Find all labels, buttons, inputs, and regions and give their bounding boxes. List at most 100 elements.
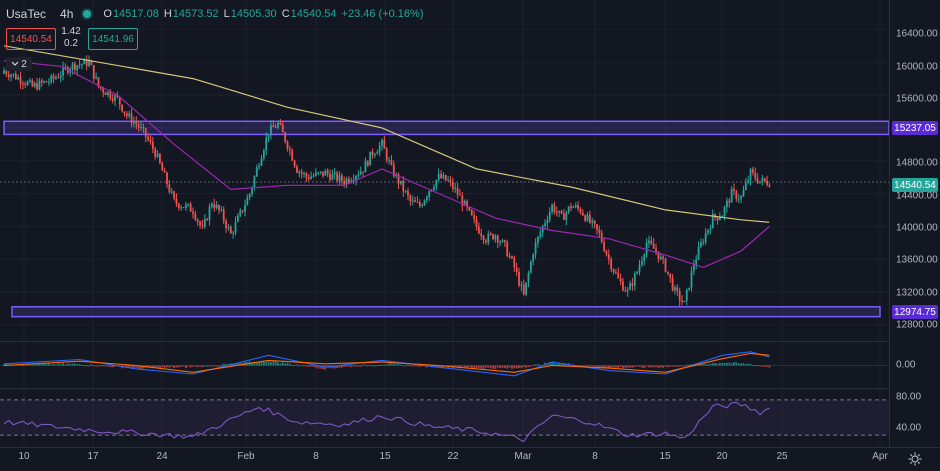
candle <box>85 55 88 71</box>
candle-body <box>638 265 641 272</box>
sell-button[interactable]: 14540.54 <box>6 28 56 50</box>
candle-body <box>142 127 145 129</box>
macd-bar <box>466 365 468 368</box>
candle <box>161 161 164 171</box>
candle-body <box>633 273 636 286</box>
price-label: 12800.00 <box>896 319 938 331</box>
macd-bar <box>392 363 395 366</box>
candle-body <box>737 198 740 200</box>
symbol-name[interactable]: UsaTec <box>6 7 47 21</box>
candle-body <box>303 173 305 175</box>
candle <box>754 167 757 182</box>
candle <box>267 135 270 143</box>
candle <box>581 208 584 217</box>
candle <box>388 156 390 165</box>
candle-body <box>78 64 81 66</box>
candle <box>397 172 400 189</box>
time-label: 15 <box>659 451 671 462</box>
candle <box>78 59 81 69</box>
macd-bar <box>362 364 364 366</box>
gear-icon[interactable] <box>907 451 923 467</box>
candle-body <box>544 223 546 226</box>
macd-bar <box>104 365 107 367</box>
candle <box>305 171 308 182</box>
candle <box>220 205 223 213</box>
candle-body <box>506 242 509 257</box>
macd-bar <box>754 364 757 366</box>
candle-body <box>593 220 596 225</box>
candle-body <box>487 233 490 243</box>
macd-bar <box>352 365 355 367</box>
lower-level-price-tag: 12974.75 <box>892 305 938 319</box>
candle <box>572 205 575 209</box>
macd-bar <box>496 365 499 368</box>
spread-top: 1.42 <box>61 26 81 37</box>
macd-bar <box>161 365 164 368</box>
macd-bar <box>338 365 341 368</box>
macd-bar <box>284 363 287 366</box>
macd-bar <box>369 364 372 366</box>
candle-body <box>154 148 157 157</box>
candle <box>546 215 549 229</box>
candle-body <box>433 187 435 190</box>
candle <box>314 168 317 177</box>
macd-bar <box>343 365 346 367</box>
macd-bar <box>258 362 261 366</box>
time-label: 10 <box>18 451 30 462</box>
candle-body <box>539 232 542 237</box>
buy-button[interactable]: 14541.96 <box>88 28 138 50</box>
candle-body <box>114 95 116 101</box>
indicators-collapse-button[interactable]: 2 <box>6 57 32 71</box>
macd-bar <box>270 362 272 366</box>
candle <box>586 212 589 222</box>
candle-body <box>657 251 660 260</box>
candle-body <box>31 80 34 87</box>
macd-bar <box>66 363 69 366</box>
macd-bar <box>742 363 745 366</box>
candle-body <box>555 212 558 214</box>
candle <box>50 73 53 85</box>
candle <box>310 171 313 180</box>
candle-body <box>477 226 480 234</box>
candle <box>518 267 520 288</box>
candle-body <box>532 254 535 262</box>
candle <box>633 271 636 291</box>
macd-bar <box>650 365 653 368</box>
macd-bar <box>99 365 102 367</box>
candle <box>596 223 598 235</box>
candle <box>222 206 225 225</box>
macd-bar <box>33 364 36 366</box>
candle-body <box>496 235 499 243</box>
candle-body <box>279 122 282 125</box>
macd-bar <box>390 363 393 366</box>
candle-body <box>232 232 235 234</box>
macd-bar <box>581 365 584 367</box>
macd-bar <box>64 364 67 366</box>
candle <box>107 91 109 98</box>
macd-bar <box>140 365 142 370</box>
timeframe-label[interactable]: 4h <box>60 7 74 21</box>
price-label: 14800.00 <box>896 157 938 169</box>
macd-bar <box>293 364 296 366</box>
candle <box>156 150 159 158</box>
macd-bar <box>78 363 81 366</box>
candle <box>525 282 528 297</box>
candle <box>286 140 289 152</box>
candle <box>529 259 532 274</box>
macd-bar <box>218 365 220 367</box>
candle-body <box>258 165 261 168</box>
candle <box>298 170 301 178</box>
candle <box>553 201 556 215</box>
macd-bar <box>589 365 591 367</box>
candle-body <box>527 272 530 283</box>
chart-canvas[interactable] <box>0 0 889 447</box>
candle-body <box>752 168 754 173</box>
candle <box>196 218 199 226</box>
candle-body <box>43 81 46 83</box>
macd-bar <box>669 365 672 367</box>
candle <box>192 207 194 219</box>
macd-bar <box>50 364 53 366</box>
candle <box>666 271 669 276</box>
candle <box>664 257 667 273</box>
candle <box>135 116 138 130</box>
